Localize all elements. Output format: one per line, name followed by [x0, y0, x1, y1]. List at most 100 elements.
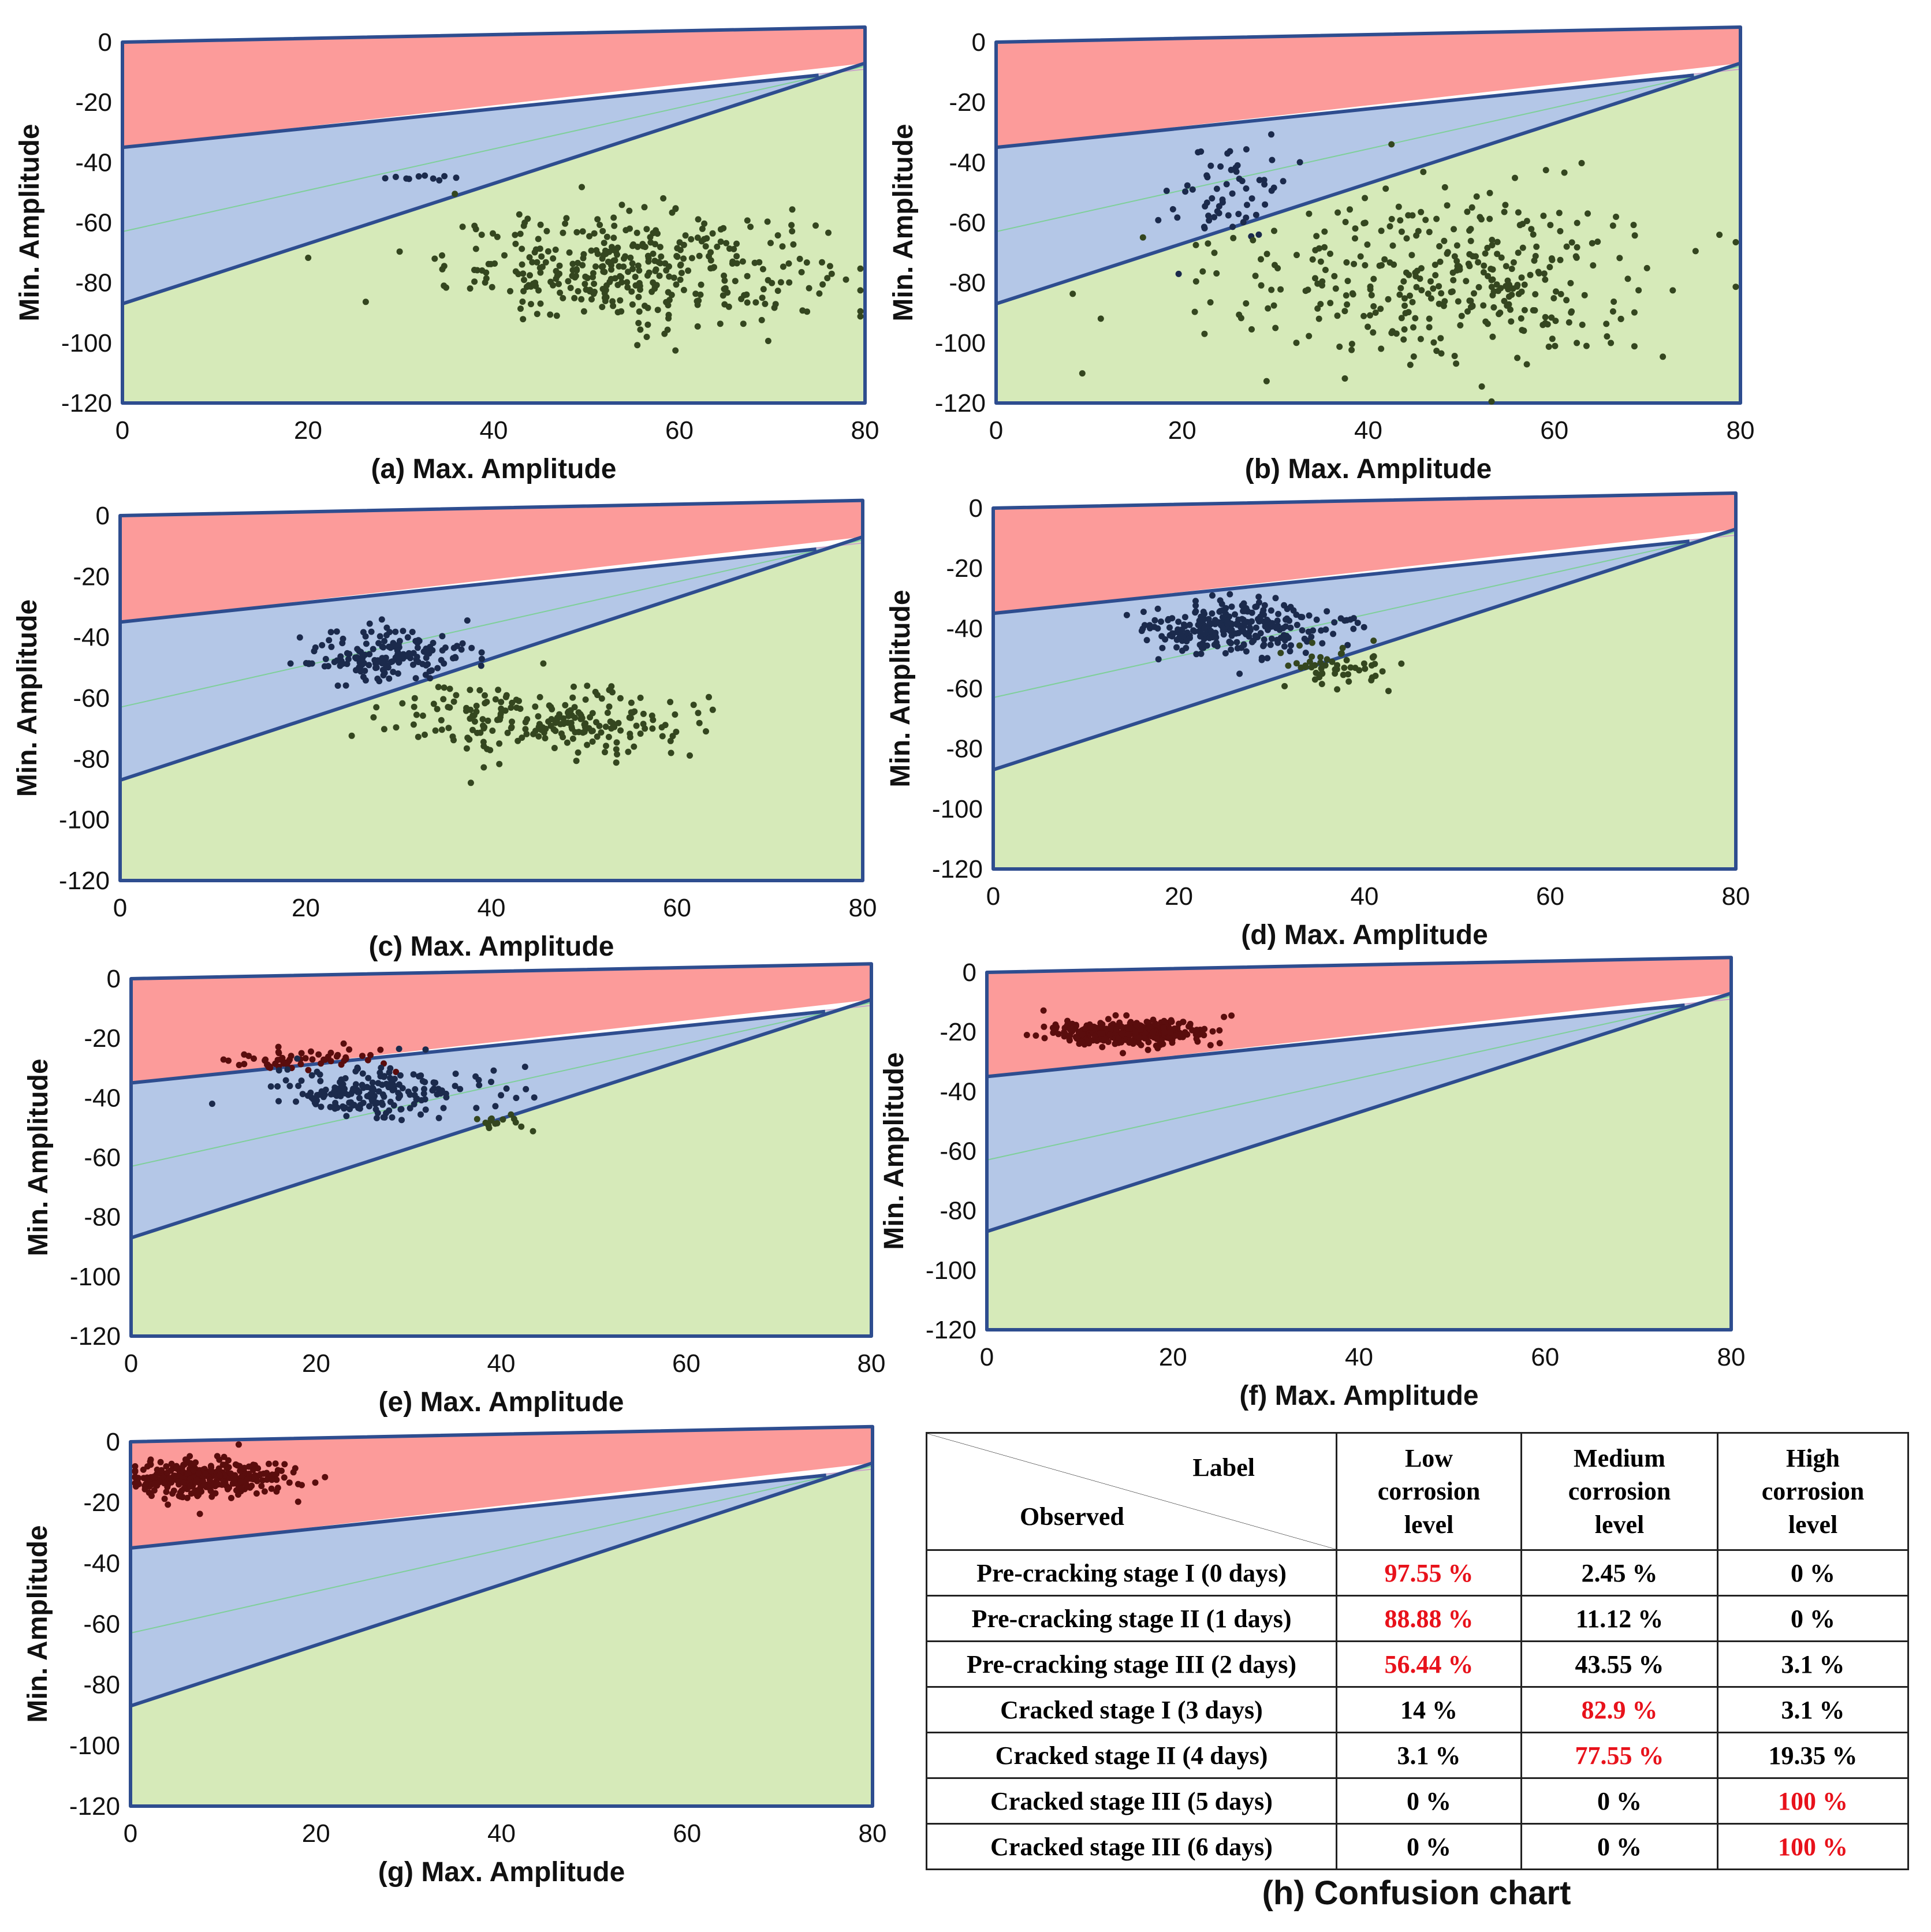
scatter-point — [1669, 287, 1676, 294]
scatter-point — [381, 637, 388, 644]
scatter-point — [1533, 243, 1540, 250]
scatter-point — [546, 702, 553, 709]
x-tick-label: 0 — [124, 1349, 138, 1378]
scatter-point — [1161, 1029, 1168, 1036]
scatter-point — [1142, 1035, 1149, 1042]
scatter-point — [1351, 260, 1358, 267]
scatter-point — [556, 270, 562, 277]
x-tick-label: 80 — [1717, 1343, 1746, 1371]
scatter-point — [1362, 195, 1369, 202]
scatter-point — [267, 1083, 274, 1090]
scatter-point — [151, 1487, 158, 1494]
scatter-point — [597, 222, 603, 228]
scatter-point — [603, 743, 609, 749]
table-cell: 82.9 % — [1520, 1686, 1718, 1733]
scatter-point — [415, 659, 422, 665]
scatter-point — [1287, 648, 1293, 655]
scatter-point — [1489, 237, 1496, 243]
scatter-point — [688, 236, 695, 243]
scatter-point — [502, 707, 509, 714]
scatter-point — [654, 307, 661, 314]
scatter-point — [538, 253, 545, 260]
scatter-point — [744, 299, 751, 306]
row-observed-label: Pre-cracking stage III (2 days) — [926, 1640, 1337, 1688]
scatter-point — [1286, 617, 1293, 624]
scatter-point — [382, 175, 389, 182]
scatter-point — [1441, 237, 1448, 244]
scatter-point — [1112, 1012, 1119, 1019]
y-tick-label: -40 — [940, 1077, 976, 1106]
scatter-point — [579, 262, 586, 268]
scatter-point — [1386, 223, 1393, 230]
scatter-point — [238, 1485, 245, 1492]
scatter-point — [1352, 225, 1359, 232]
scatter-point — [159, 1474, 166, 1480]
scatter-point — [1263, 617, 1270, 623]
scatter-point — [387, 644, 394, 651]
scatter-point — [536, 245, 543, 252]
scatter-point — [826, 263, 833, 270]
scatter-point — [473, 703, 480, 709]
scatter-point — [480, 722, 486, 729]
scatter-point — [1336, 344, 1343, 350]
scatter-point — [476, 1081, 483, 1088]
scatter-point — [374, 1114, 380, 1121]
scatter-point — [1120, 1050, 1126, 1057]
scatter-point — [640, 721, 647, 728]
scatter-point — [650, 251, 657, 257]
scatter-point — [318, 1103, 325, 1110]
scatter-point — [1241, 607, 1248, 614]
scatter-point — [452, 1083, 458, 1090]
scatter-point — [580, 308, 587, 315]
scatter-point — [1306, 210, 1313, 217]
scatter-points — [287, 616, 716, 786]
x-tick-label: 80 — [1722, 882, 1750, 911]
scatter-point — [633, 722, 640, 729]
scatter-point — [617, 695, 624, 702]
scatter-point — [295, 1083, 302, 1090]
scatter-point — [206, 1476, 213, 1483]
scatter-point — [608, 266, 615, 273]
scatter-point — [1436, 300, 1442, 307]
scatter-point — [292, 1465, 299, 1472]
scatter-point — [534, 259, 540, 266]
scatter-point — [1183, 644, 1190, 651]
scatter-point — [1296, 159, 1303, 166]
scatter-point — [366, 620, 373, 627]
scatter-point — [482, 692, 488, 699]
scatter-point — [628, 288, 635, 295]
scatter-point — [603, 233, 610, 240]
row-observed-label: Cracked stage III (6 days) — [926, 1823, 1337, 1870]
scatter-point — [212, 1490, 219, 1497]
scatter-point — [1530, 231, 1537, 238]
scatter-point — [1327, 251, 1333, 257]
scatter-point — [434, 665, 441, 672]
scatter-point — [1530, 307, 1537, 314]
scatter-point — [445, 725, 452, 732]
x-tick-label: 80 — [858, 1349, 886, 1378]
scatter-point — [1542, 314, 1549, 320]
scatter-point — [397, 1092, 403, 1099]
scatter-point — [1041, 1023, 1047, 1030]
scatter-point — [1388, 330, 1395, 337]
scatter-points — [305, 172, 864, 354]
scatter-point — [672, 347, 679, 354]
scatter-point — [434, 1091, 441, 1098]
scatter-point — [469, 726, 476, 733]
scatter-point — [819, 259, 825, 266]
scatter-point — [1542, 320, 1549, 327]
scatter-point — [287, 660, 294, 667]
scatter-point — [369, 1079, 376, 1086]
scatter-point — [613, 759, 620, 766]
scatter-point — [1398, 315, 1405, 322]
scatter-point — [645, 255, 652, 262]
x-tick-label: 40 — [480, 416, 508, 445]
scatter-point — [1288, 642, 1294, 649]
y-tick-label: -40 — [84, 1084, 121, 1112]
x-tick-label: 20 — [302, 1819, 330, 1848]
scatter-point — [789, 228, 796, 234]
scatter-point — [682, 232, 689, 239]
scatter-point — [631, 708, 638, 715]
scatter-point — [572, 273, 579, 279]
